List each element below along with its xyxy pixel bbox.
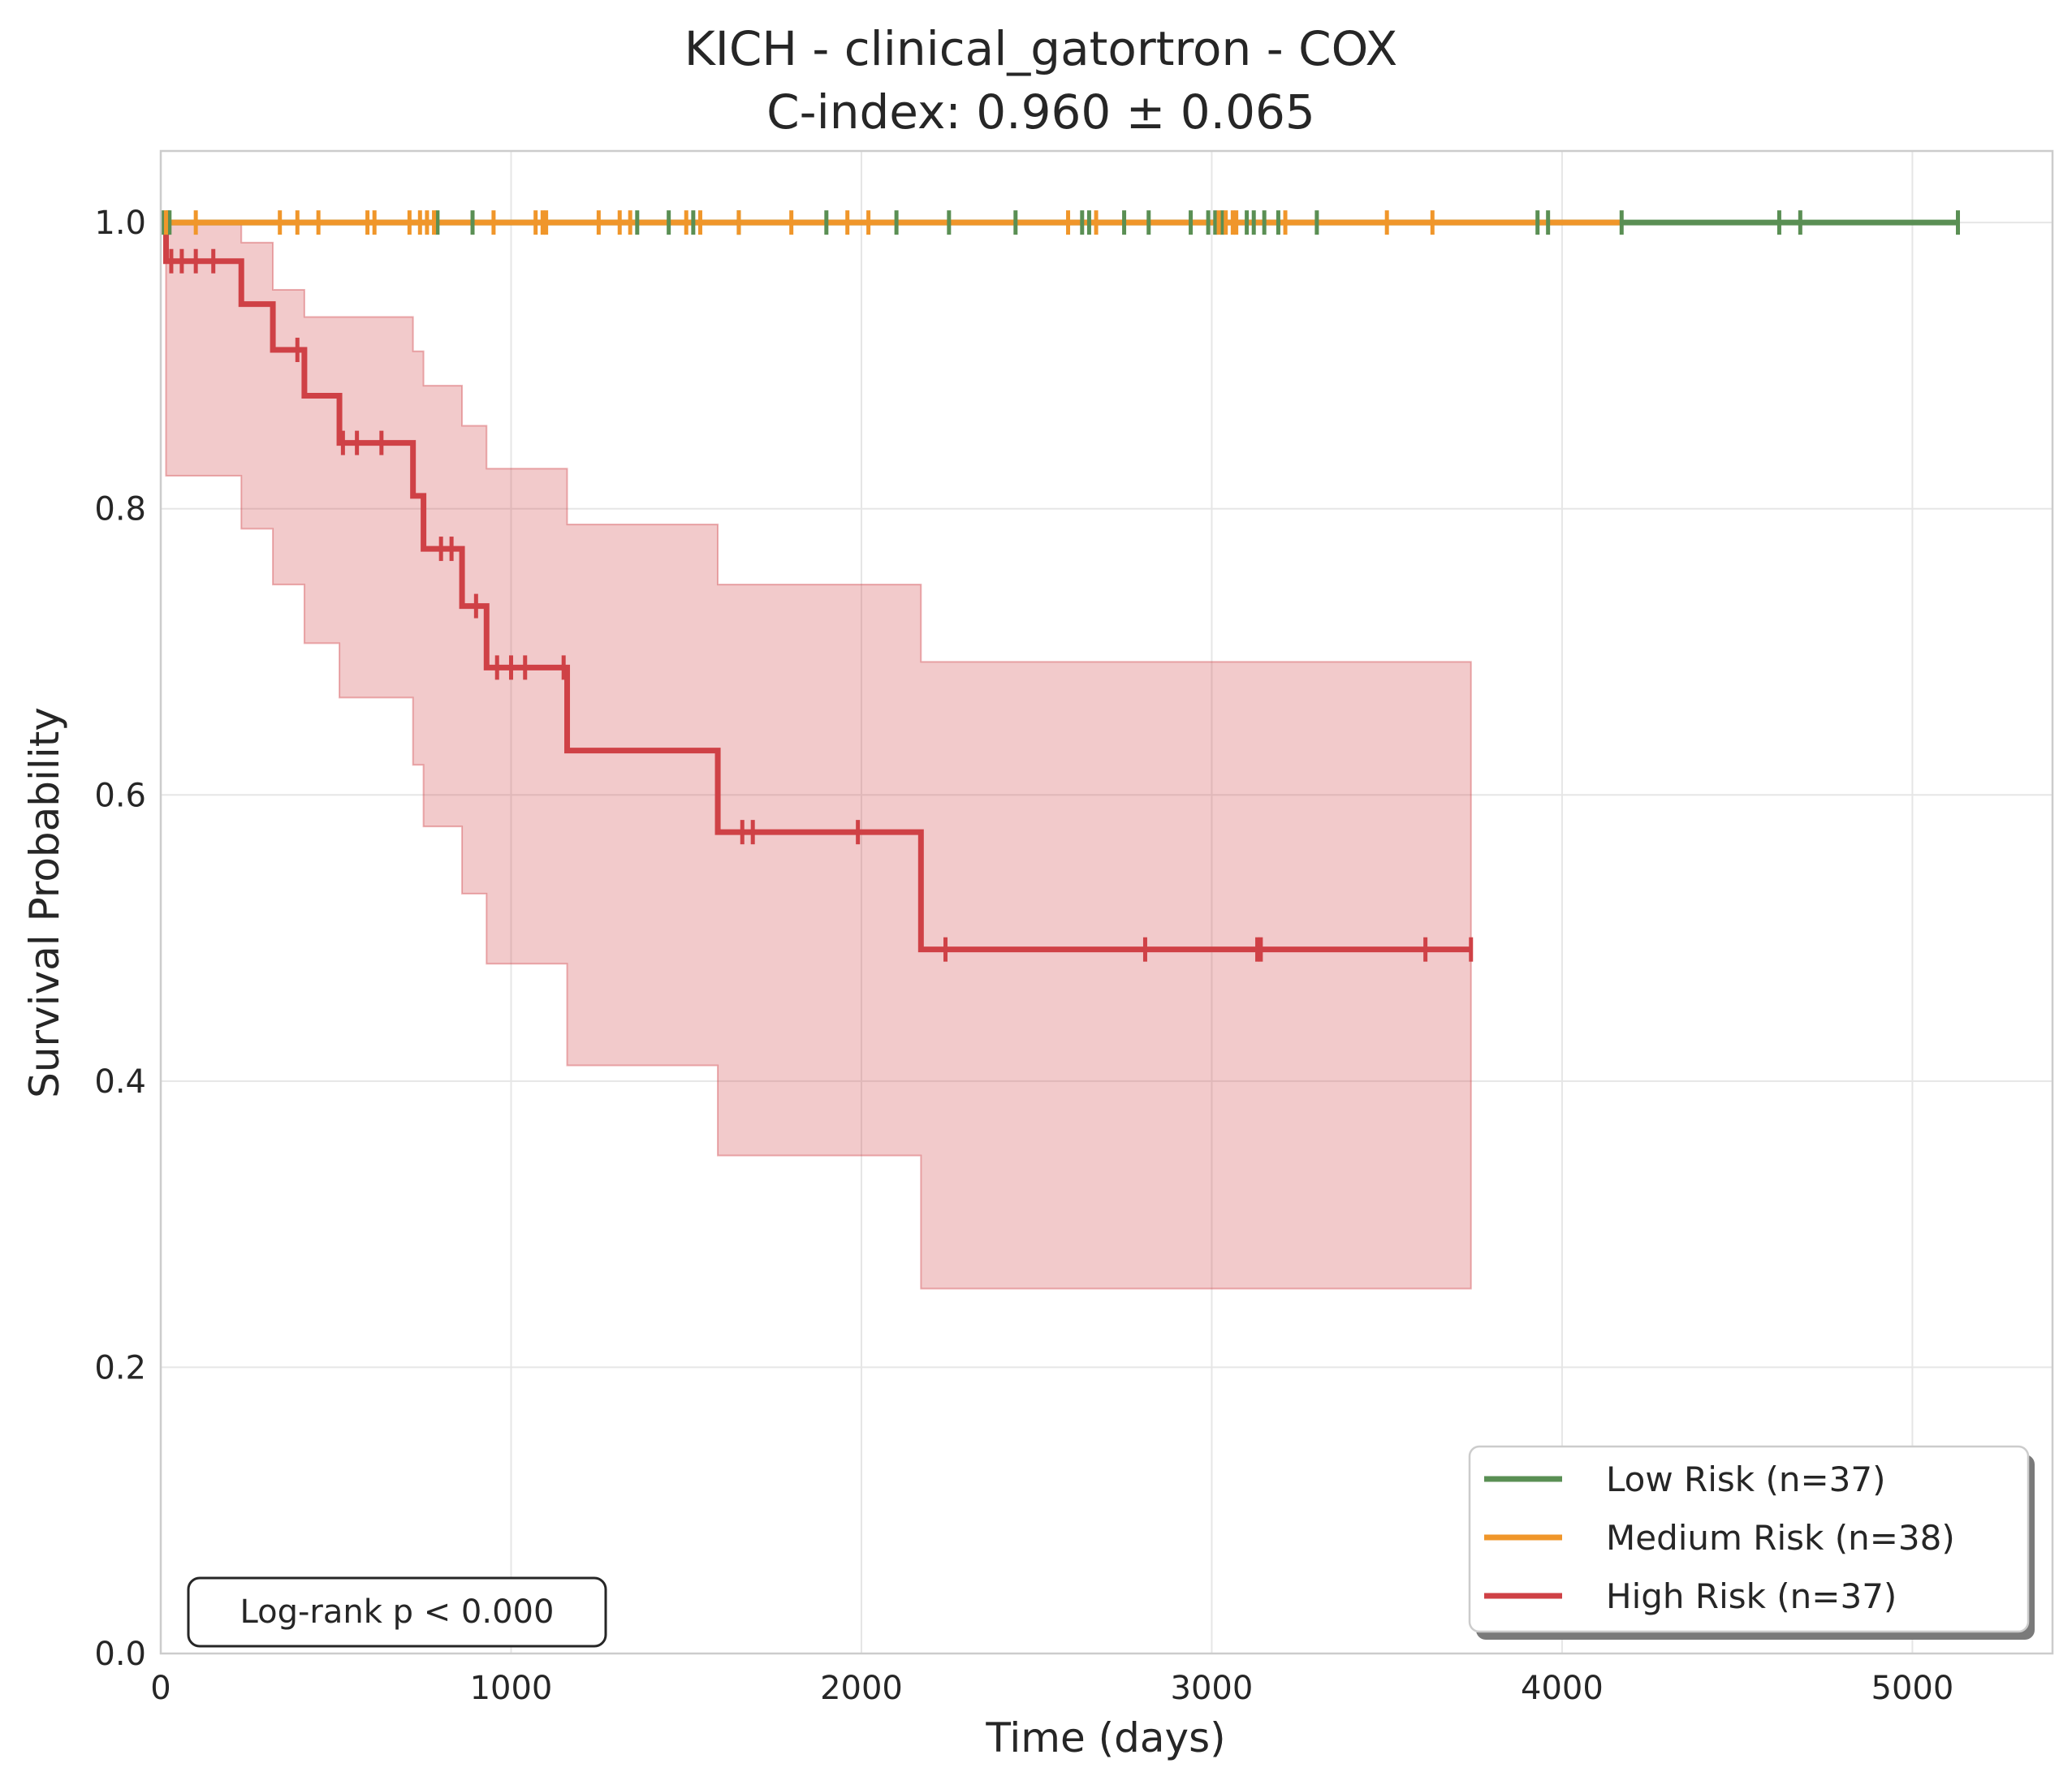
- medium-risk-legend-label: Medium Risk (n=38): [1606, 1518, 1955, 1558]
- x-tick-label: 2000: [820, 1670, 903, 1707]
- x-tick-label: 5000: [1871, 1670, 1954, 1707]
- high-risk-curve: [161, 219, 1471, 953]
- legend: Low Risk (n=37) Medium Risk (n=38) High Ri…: [1468, 1445, 2035, 1640]
- axis-ticks: 0 1000 2000 3000 4000 5000 0.0 0.2 0.4 0.6 0.8 1.0: [94, 205, 1953, 1707]
- logrank-annotation: Log-rank p < 0.000: [187, 1576, 607, 1648]
- legend-box: [1468, 1445, 2030, 1633]
- high-risk-legend-label: High Risk (n=37): [1606, 1576, 1897, 1616]
- y-tick-label: 0.4: [94, 1063, 146, 1101]
- y-tick-label: 0.0: [94, 1636, 146, 1673]
- x-tick-label: 1000: [470, 1670, 553, 1707]
- y-axis-label: Survival Probability: [21, 707, 68, 1098]
- chart-title: KICH - clinical_gatortron - COX: [684, 21, 1398, 76]
- x-tick-label: 3000: [1171, 1670, 1254, 1707]
- low-risk-legend-label: Low Risk (n=37): [1606, 1459, 1886, 1499]
- x-tick-label: 0: [150, 1670, 171, 1707]
- plot-area: [161, 151, 2053, 1653]
- chart-subtitle: C-index: 0.960 ± 0.065: [766, 84, 1315, 140]
- y-tick-label: 1.0: [94, 205, 146, 242]
- logrank-box: [187, 1576, 607, 1648]
- survival-curves: [161, 219, 1958, 953]
- y-tick-label: 0.2: [94, 1349, 146, 1386]
- censor-marks: [160, 210, 1960, 962]
- x-tick-label: 4000: [1521, 1670, 1604, 1707]
- y-tick-label: 0.6: [94, 777, 146, 814]
- x-axis-label: Time (days): [985, 1714, 1225, 1761]
- y-tick-label: 0.8: [94, 491, 146, 528]
- high-risk-ci-band: [161, 222, 1472, 1290]
- logrank-text: Log-rank p < 0.000: [240, 1593, 555, 1631]
- plot-frame: [159, 149, 2054, 1655]
- confidence-bands: [161, 222, 1472, 1290]
